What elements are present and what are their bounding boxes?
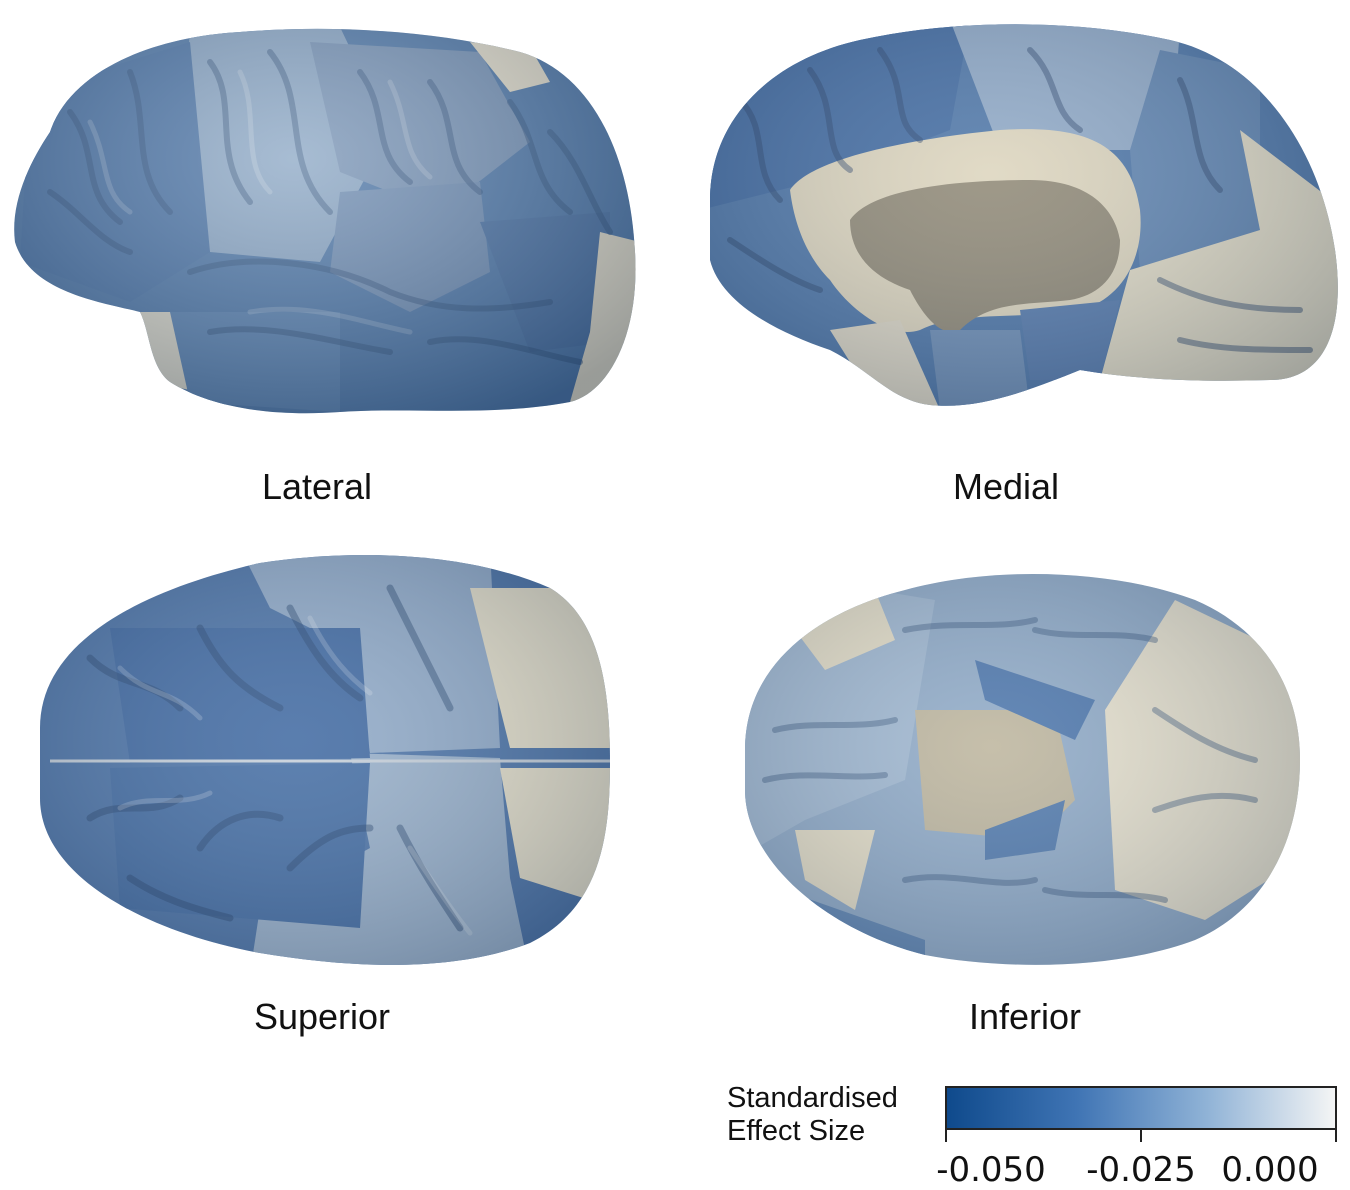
inferior-label: Inferior: [968, 996, 1082, 1037]
medial-brain-view: [700, 10, 1345, 420]
lateral-brain-view: [10, 12, 640, 432]
lateral-label: Lateral: [261, 466, 373, 507]
superior-brain-view: [30, 548, 615, 973]
colorbar-tick: [1140, 1130, 1142, 1142]
lateral-brain-image: [14, 28, 636, 414]
colorbar-tick: [945, 1130, 947, 1142]
colorbar: [945, 1086, 1337, 1130]
colorbar-tick-label: -0.050: [936, 1150, 1046, 1190]
inferior-brain-view: [735, 560, 1305, 975]
inferior-brain-image: [745, 573, 1300, 965]
legend-title-line2: Effect Size: [727, 1115, 866, 1147]
superior-brain-image: [40, 555, 610, 965]
colorbar-tick-label: 0.000: [1221, 1150, 1319, 1190]
medial-label: Medial: [952, 466, 1060, 507]
colorbar-tick: [1335, 1130, 1337, 1142]
legend-title-line1: Standardised: [727, 1082, 898, 1114]
legend-title: Standardised Effect Size: [727, 1082, 898, 1148]
medial-brain-image: [710, 24, 1338, 406]
colorbar-tick-label: -0.025: [1086, 1150, 1196, 1190]
superior-label: Superior: [253, 996, 391, 1037]
